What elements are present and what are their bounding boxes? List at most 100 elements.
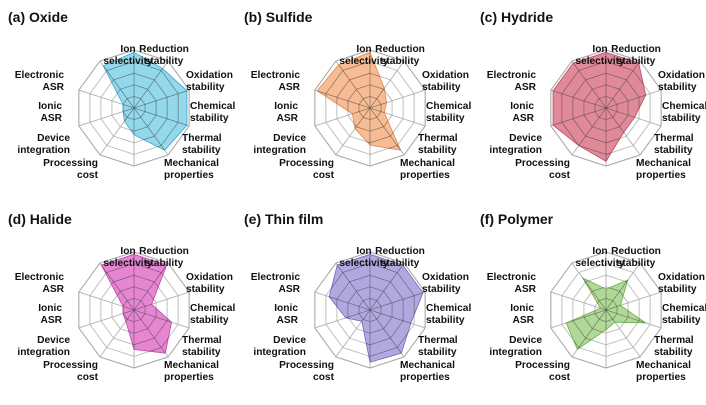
axis-label: Thermal stability [418,133,458,156]
axis-label: Chemical stability [426,303,471,326]
panel-title: (d) Halide [8,211,72,227]
axis-label: Ionic ASR [38,101,62,124]
grid-spoke-overlay [133,309,169,354]
grid-spoke-overlay [571,309,607,350]
axis-label: Reduction stability [375,44,425,67]
axis-label: Ion selectivity [339,44,389,67]
axis-label: Ion selectivity [575,246,625,269]
axis-label: Thermal stability [418,335,458,358]
axis-label: Ion selectivity [103,246,153,269]
axis-label: Device integration [489,335,542,358]
axis-label: Oxidation stability [658,272,705,295]
axis-label: Thermal stability [182,133,222,156]
grid-spoke-overlay [335,262,371,311]
grid-spoke-overlay [335,60,371,109]
axis-label: Mechanical properties [636,360,691,383]
axis-label: Thermal stability [654,335,694,358]
axis-label: Electronic ASR [487,272,537,295]
axis-label: Chemical stability [662,101,706,124]
data-area [316,51,402,151]
data-area [102,51,188,151]
axis-label: Processing cost [515,360,571,383]
panel-title: (c) Hydride [480,9,553,25]
axis-label: Oxidation stability [658,70,705,93]
axis-label: Ion selectivity [339,246,389,269]
grid-spoke-overlay [133,309,172,329]
panel-title: (e) Thin film [244,211,323,227]
axis-label: Device integration [489,133,542,156]
axis-label: Mechanical properties [164,158,219,181]
axis-label: Mechanical properties [636,158,691,181]
grid-spoke-overlay [369,309,405,358]
grid-spoke-overlay [605,60,641,109]
grid-spoke-overlay [101,262,135,311]
grid-spoke-overlay [133,89,187,109]
grid-spoke-overlay [605,107,646,127]
axis-label: Reduction stability [139,246,189,269]
grid-ring-overlay [325,61,401,151]
axis-label: Electronic ASR [487,70,537,93]
grid-spoke-overlay [571,60,607,109]
axis-label: Mechanical properties [400,360,455,383]
axis-label: Electronic ASR [15,272,65,295]
axis-label: Electronic ASR [251,272,301,295]
axis-label: Processing cost [43,158,99,181]
axis-label: Processing cost [43,360,99,383]
axis-label: Ionic ASR [510,101,534,124]
axis-label: Ionic ASR [510,303,534,326]
grid-spoke-overlay [566,309,607,329]
grid-spoke-overlay [605,278,641,311]
axis-label: Reduction stability [611,44,661,67]
panel-title: (b) Sulfide [244,9,313,25]
axis-label: Reduction stability [611,246,661,269]
axis-label: Electronic ASR [251,70,301,93]
grid-spoke-overlay [553,107,607,127]
axis-label: Ion selectivity [575,44,625,67]
axis-label: Oxidation stability [186,70,233,93]
axis-label: Oxidation stability [422,272,469,295]
axis-label: Processing cost [515,158,571,181]
grid-spoke-overlay [317,89,371,109]
grid-spoke-overlay [553,89,607,109]
grid-spoke-overlay [133,107,169,151]
axis-label: Chemical stability [190,303,235,326]
grid-spoke [550,291,607,311]
grid-spoke-overlay [605,89,646,109]
panel-title: (f) Polymer [480,211,554,227]
grid-spoke-overlay [369,107,401,151]
axis-label: Chemical stability [662,303,706,326]
axis-label: Ionic ASR [38,303,62,326]
axis-label: Device integration [253,335,306,358]
grid-spoke-overlay [133,262,169,311]
axis-label: Oxidation stability [186,272,233,295]
grid-spoke-overlay [133,60,169,109]
axis-label: Ion selectivity [103,44,153,67]
grid-spoke-overlay [571,278,607,311]
axis-label: Reduction stability [139,44,189,67]
axis-label: Processing cost [279,158,335,181]
axis-label: Thermal stability [182,335,222,358]
axis-label: Device integration [17,335,70,358]
grid-ring-overlay [103,61,179,151]
axis-label: Device integration [17,133,70,156]
axis-label: Thermal stability [654,133,694,156]
grid-spoke-overlay [103,60,135,109]
axis-label: Device integration [253,133,306,156]
axis-label: Mechanical properties [400,158,455,181]
axis-label: Electronic ASR [15,70,65,93]
axis-label: Chemical stability [190,101,235,124]
axis-label: Oxidation stability [422,70,469,93]
axis-label: Ionic ASR [274,303,298,326]
grid-spoke-overlay [133,107,187,127]
axis-label: Reduction stability [375,246,425,269]
grid-spoke-overlay [369,262,405,311]
axis-label: Chemical stability [426,101,471,124]
axis-label: Mechanical properties [164,360,219,383]
grid-spoke-overlay [329,291,371,311]
